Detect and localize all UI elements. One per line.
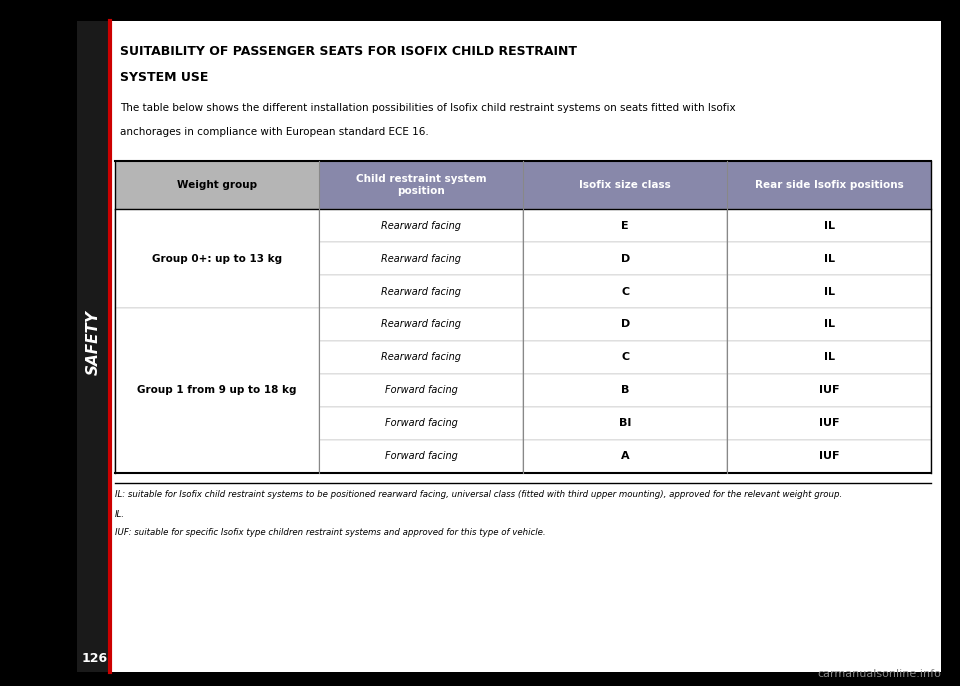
Text: Rearward facing: Rearward facing: [381, 287, 461, 296]
Text: IL: IL: [824, 254, 834, 263]
Text: The table below shows the different installation possibilities of Isofix child r: The table below shows the different inst…: [120, 103, 735, 113]
Text: C: C: [621, 287, 629, 296]
Text: IL: IL: [824, 287, 834, 296]
Text: SYSTEM USE: SYSTEM USE: [120, 71, 208, 84]
Text: IUF: IUF: [819, 386, 839, 395]
Text: IL: IL: [824, 320, 834, 329]
Text: Rearward facing: Rearward facing: [381, 320, 461, 329]
Text: Forward facing: Forward facing: [385, 451, 458, 461]
Text: Forward facing: Forward facing: [385, 418, 458, 428]
Text: D: D: [620, 320, 630, 329]
Text: Rear side Isofix positions: Rear side Isofix positions: [755, 180, 903, 190]
Text: E: E: [621, 221, 629, 230]
Text: IUF: IUF: [819, 451, 839, 461]
Text: Isofix size class: Isofix size class: [579, 180, 671, 190]
Text: C: C: [621, 353, 629, 362]
Text: 126: 126: [82, 652, 108, 665]
Text: Forward facing: Forward facing: [385, 386, 458, 395]
Text: SUITABILITY OF PASSENGER SEATS FOR ISOFIX CHILD RESTRAINT: SUITABILITY OF PASSENGER SEATS FOR ISOFI…: [120, 45, 577, 58]
Text: Group 0+: up to 13 kg: Group 0+: up to 13 kg: [152, 254, 282, 263]
Text: Rearward facing: Rearward facing: [381, 221, 461, 230]
Text: IL: IL: [824, 221, 834, 230]
Text: A: A: [621, 451, 630, 461]
Text: carmanualsonline.info: carmanualsonline.info: [817, 669, 941, 679]
Text: IL: suitable for Isofix child restraint systems to be positioned rearward facing: IL: suitable for Isofix child restraint …: [115, 490, 843, 499]
Text: D: D: [620, 254, 630, 263]
Text: Rearward facing: Rearward facing: [381, 353, 461, 362]
Text: Group 1 from 9 up to 18 kg: Group 1 from 9 up to 18 kg: [137, 386, 297, 395]
Text: SAFETY: SAFETY: [86, 311, 101, 375]
Text: IUF: suitable for specific Isofix type children restraint systems and approved f: IUF: suitable for specific Isofix type c…: [115, 528, 546, 536]
Text: IL: IL: [824, 353, 834, 362]
Text: Child restraint system
position: Child restraint system position: [356, 174, 487, 196]
Text: IUF: IUF: [819, 418, 839, 428]
Text: BI: BI: [619, 418, 632, 428]
Text: IL.: IL.: [115, 510, 125, 519]
Text: Weight group: Weight group: [178, 180, 257, 190]
Text: B: B: [621, 386, 630, 395]
Text: anchorages in compliance with European standard ECE 16.: anchorages in compliance with European s…: [120, 127, 429, 137]
Text: Rearward facing: Rearward facing: [381, 254, 461, 263]
